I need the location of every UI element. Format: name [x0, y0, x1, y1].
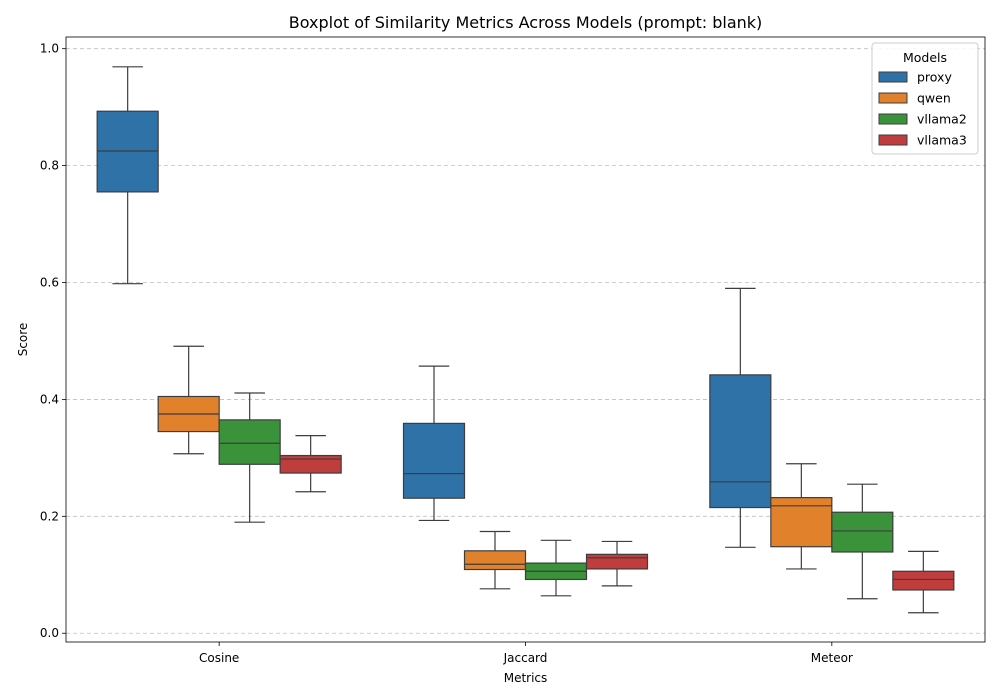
legend-label-vllama2: vllama2 [917, 112, 967, 127]
y-tick-label: 0.2 [40, 509, 59, 523]
box-body [709, 374, 772, 509]
y-tick-label: 1.0 [40, 42, 59, 56]
box-body [892, 570, 955, 591]
chart-title: Boxplot of Similarity Metrics Across Mod… [289, 13, 763, 32]
box-body [831, 511, 894, 553]
box-proxy-cosine [96, 66, 159, 285]
legend-swatch-vllama3 [878, 134, 908, 146]
legend: Models proxy qwen vllama2 vllama3 [871, 42, 979, 155]
y-tick-label: 0.0 [40, 626, 59, 640]
axes: 0.0 0.2 0.4 0.6 0.8 1.0 Cosine Jaccard Meteor [40, 42, 853, 665]
x-tick-label: Meteor [811, 651, 853, 665]
legend-swatch-vllama2 [878, 113, 908, 125]
x-tick-label: Jaccard [503, 651, 548, 665]
y-axis-label: Score [16, 323, 30, 357]
box-qwen-meteor [770, 463, 833, 570]
box-vllama2-cosine [218, 392, 281, 523]
box-body [279, 454, 342, 474]
box-qwen-cosine [157, 345, 220, 455]
legend-label-qwen: qwen [917, 91, 951, 106]
box-vllama2-meteor [831, 483, 894, 600]
box-proxy-jaccard [402, 365, 466, 522]
box-proxy-meteor [709, 287, 772, 548]
box-vllama3-cosine [279, 435, 342, 493]
box-body [463, 550, 527, 571]
legend-label-proxy: proxy [917, 70, 952, 85]
box-vllama3-meteor [892, 550, 955, 614]
legend-title: Models [903, 50, 947, 65]
x-axis-label: Metrics [504, 671, 548, 685]
legend-swatch-proxy [878, 71, 908, 83]
box-body [402, 422, 466, 499]
y-tick-label: 0.6 [40, 276, 59, 290]
x-tick-label: Cosine [199, 651, 239, 665]
box-body [218, 419, 281, 465]
legend-box [871, 42, 979, 155]
box-body [585, 553, 649, 570]
box-vllama2-jaccard [524, 539, 588, 597]
legend-label-vllama3: vllama3 [917, 133, 967, 148]
box-body [770, 497, 833, 548]
y-tick-label: 0.8 [40, 159, 59, 173]
box-plots [96, 66, 955, 614]
legend-swatch-qwen [878, 92, 908, 104]
box-qwen-jaccard [463, 530, 527, 590]
y-tick-label: 0.4 [40, 392, 59, 406]
box-vllama3-jaccard [585, 540, 649, 587]
